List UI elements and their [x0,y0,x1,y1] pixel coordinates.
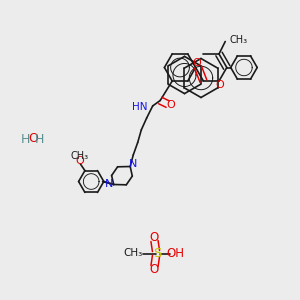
Text: O: O [167,100,176,110]
Text: S: S [153,247,161,260]
Text: CH₃: CH₃ [70,152,88,161]
Text: O: O [75,156,84,166]
Text: N: N [105,178,114,189]
Text: O: O [28,131,38,145]
Text: CH₃: CH₃ [229,35,247,45]
Text: H: H [34,133,44,146]
Text: O: O [215,80,224,90]
Text: O: O [192,58,201,68]
Text: H: H [21,133,30,146]
Text: OH: OH [166,247,184,260]
Text: N: N [129,159,137,169]
Text: CH₃: CH₃ [124,248,143,259]
Text: O: O [150,231,159,244]
Text: HN: HN [132,102,147,112]
Text: O: O [150,262,159,276]
